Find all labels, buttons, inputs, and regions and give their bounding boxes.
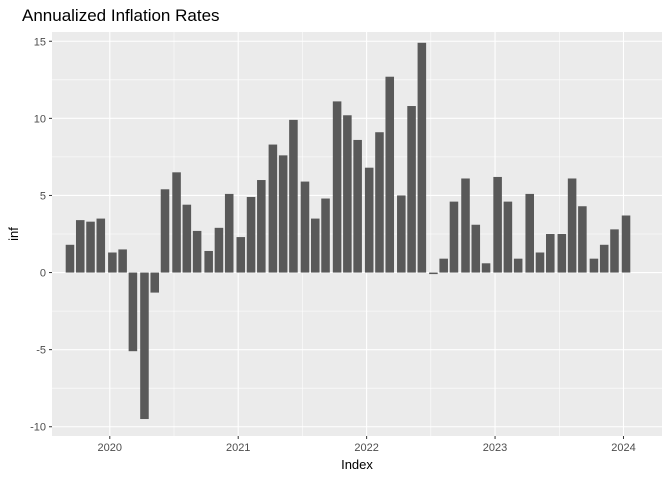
y-tick-label: 5 [40,190,46,202]
bar [493,176,502,273]
bar [108,252,117,273]
y-tick-label: 0 [40,268,46,280]
bar [525,193,534,273]
bar [343,115,352,273]
bar [385,76,395,273]
y-tick-label: 10 [34,113,46,125]
bar [192,230,202,273]
bar [513,258,523,273]
bar [353,139,362,273]
bar [182,204,192,273]
bar [481,263,491,273]
bar [546,234,555,273]
bar [621,215,631,273]
bar [75,220,85,273]
x-tick-label: 2021 [226,442,250,454]
bar [439,258,448,273]
x-tick-label: 2023 [483,442,507,454]
bar [364,167,374,273]
bar [278,155,288,273]
bar [65,244,75,273]
bar [150,272,160,293]
bar [118,249,127,273]
bar [375,132,384,273]
bar [332,101,342,273]
bar [578,206,587,273]
bar [160,189,170,273]
bar [86,221,95,273]
bar [214,227,224,273]
bar [140,272,149,420]
bar [257,180,266,273]
chart-title: Annualized Inflation Rates [22,6,220,25]
bar [204,250,213,273]
bar [599,244,609,273]
bar [246,196,256,273]
bar [321,198,330,273]
bar [557,234,567,273]
bar [310,218,320,273]
bar [224,193,234,273]
bar [471,224,481,273]
y-tick-label: -10 [30,422,46,434]
y-axis-title: inf [6,227,21,241]
bar [268,144,278,273]
bar [503,201,513,273]
bar [172,172,181,273]
bar [535,252,545,273]
bar [397,195,406,273]
x-axis-title: Index [341,457,373,472]
x-tick-label: 2024 [611,442,635,454]
y-axis: -10 -5 0 5 10 15 [30,36,52,434]
bar [128,272,138,352]
x-axis: 2020 2021 2022 2023 2024 [98,436,636,454]
bar [407,106,416,273]
x-tick-label: 2020 [98,442,122,454]
bar [461,178,470,273]
bar [567,178,577,273]
bar [289,119,298,273]
bar [449,201,459,273]
bar [96,218,106,273]
bar [417,42,427,273]
x-tick-label: 2022 [354,442,378,454]
bar [429,272,438,275]
bar [236,237,246,273]
bars [65,42,631,420]
y-tick-label: -5 [36,345,46,357]
bar [589,258,599,273]
bar [300,181,310,273]
y-tick-label: 15 [34,36,46,48]
bar [610,229,619,273]
